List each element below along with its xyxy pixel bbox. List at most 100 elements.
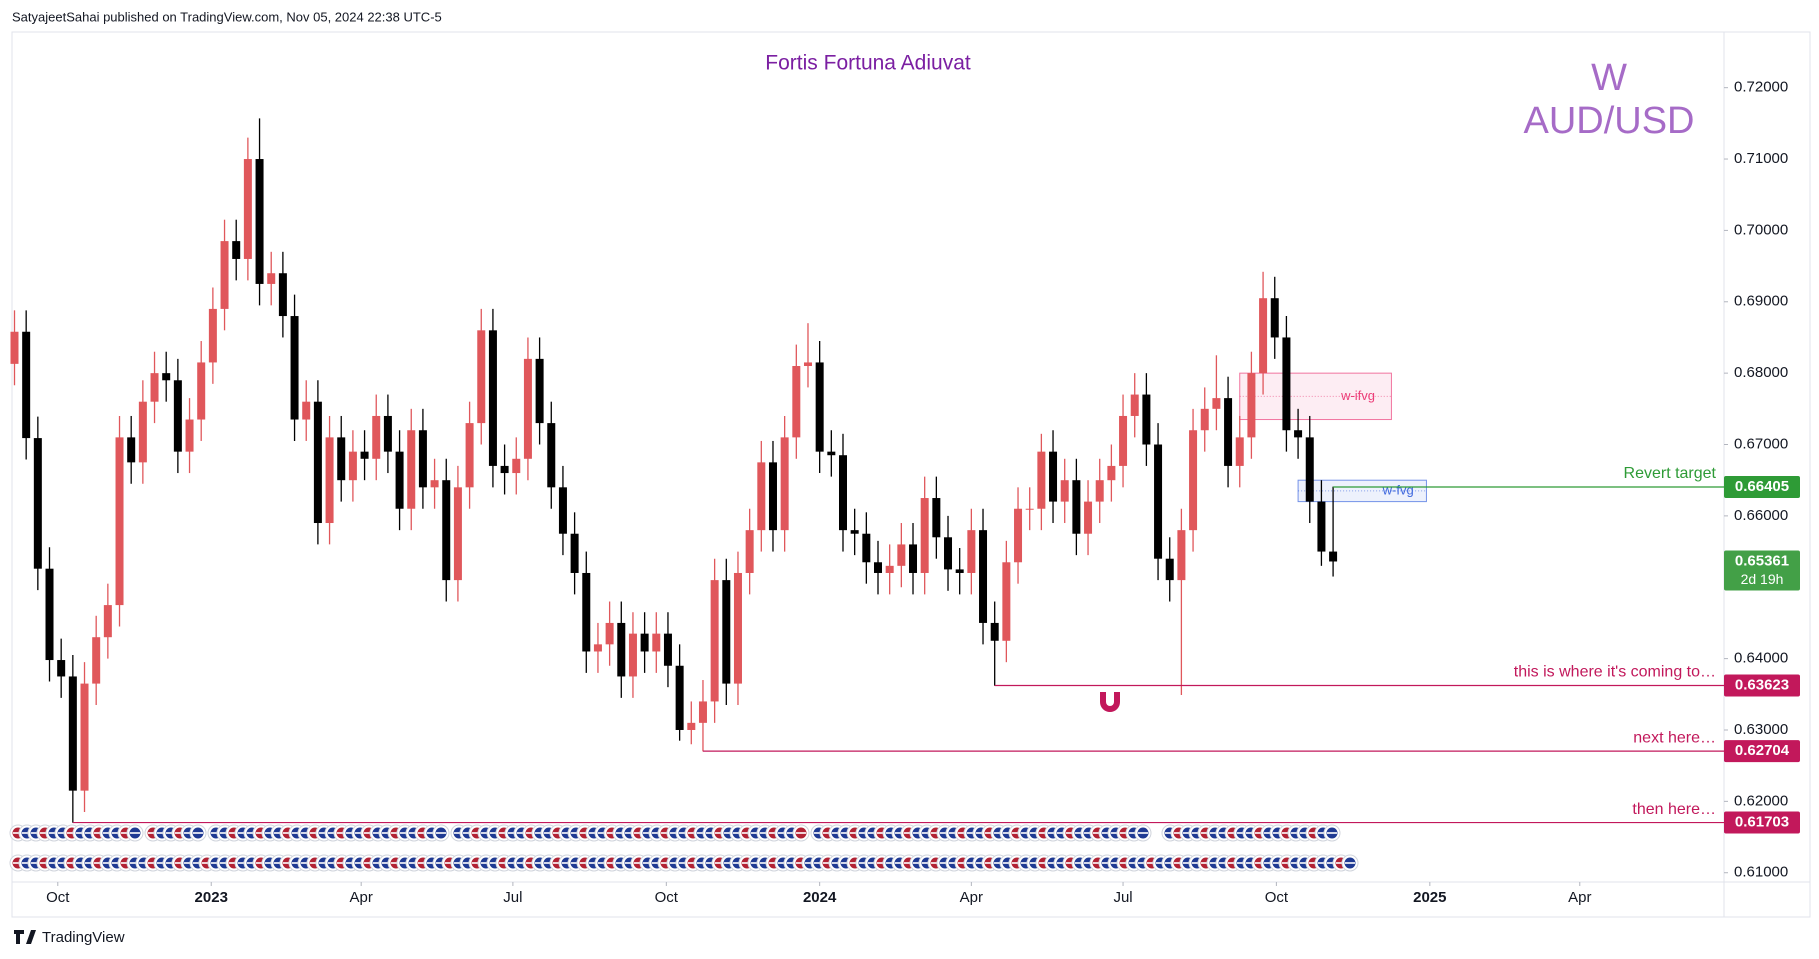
- fvg-zone: w-ifvg: [1239, 372, 1392, 421]
- candle: [57, 638, 66, 698]
- y-tick-label: 0.71000: [1734, 150, 1788, 167]
- flag-stripe: [238, 862, 248, 864]
- candle-body: [348, 451, 357, 481]
- candle: [220, 219, 229, 331]
- candle: [278, 251, 287, 338]
- flag-stripe: [292, 832, 302, 834]
- candle: [418, 408, 427, 509]
- flag-stripe: [625, 832, 635, 834]
- flag-stripe: [832, 862, 842, 864]
- flag-stripe: [1228, 862, 1238, 864]
- flag-stripe: [1084, 832, 1094, 834]
- candle: [1317, 480, 1326, 566]
- flag-stripe: [1300, 862, 1310, 864]
- flag-stripe: [958, 832, 968, 834]
- event-flag: [1323, 824, 1341, 842]
- candle: [45, 547, 54, 682]
- flag-stripe: [1183, 862, 1193, 864]
- flag-stripe: [310, 862, 320, 864]
- flag-stripe: [976, 832, 986, 834]
- candle-body: [1014, 508, 1023, 563]
- candle-body: [1282, 337, 1291, 431]
- zone-label: w-fvg: [1382, 482, 1414, 497]
- candle: [897, 523, 906, 588]
- candle: [1189, 408, 1198, 552]
- flag-stripe: [1318, 832, 1328, 834]
- candle-body: [1294, 430, 1303, 438]
- candle-body: [512, 458, 521, 474]
- flag-stripe: [40, 862, 50, 864]
- y-tick-label: 0.67000: [1734, 435, 1788, 452]
- flag-stripe: [211, 862, 221, 864]
- candle-body: [372, 415, 381, 459]
- candle: [1025, 487, 1034, 531]
- flag-stripe: [679, 832, 689, 834]
- flag-stripe: [1345, 862, 1355, 864]
- flag-stripe: [31, 862, 41, 864]
- flag-stripe: [760, 832, 770, 834]
- candle-body: [92, 637, 101, 684]
- candle-body: [442, 480, 451, 581]
- flag-stripe: [841, 862, 851, 864]
- flag-stripe: [1066, 862, 1076, 864]
- flag-stripe: [697, 862, 707, 864]
- y-tick-label: 0.62000: [1734, 792, 1788, 809]
- flag-stripe: [1102, 832, 1112, 834]
- candle: [488, 308, 497, 488]
- flag-stripe: [607, 862, 617, 864]
- flag-stripe: [571, 862, 581, 864]
- flag-stripe: [94, 832, 104, 834]
- event-flag: [432, 824, 450, 842]
- candle-body: [430, 480, 439, 488]
- flag-stripe: [571, 832, 581, 834]
- flag-stripe: [832, 832, 842, 834]
- candle-body: [383, 415, 392, 452]
- flag-stripe: [1336, 862, 1346, 864]
- candle-body: [255, 159, 264, 284]
- candle: [1200, 387, 1209, 452]
- flag-stripe: [1084, 862, 1094, 864]
- flag-stripe: [76, 862, 86, 864]
- flag-stripe: [22, 862, 32, 864]
- flag-stripe: [472, 862, 482, 864]
- flag-stripe: [652, 832, 662, 834]
- candle: [862, 512, 871, 584]
- candle-body: [1037, 451, 1046, 509]
- flag-stripe: [346, 832, 356, 834]
- candle-body: [115, 437, 124, 606]
- candle: [232, 219, 241, 281]
- candle: [792, 344, 801, 459]
- flag-stripe: [1129, 832, 1139, 834]
- candle-body: [290, 316, 299, 420]
- flag-stripe: [634, 832, 644, 834]
- flag-stripe: [1183, 832, 1193, 834]
- flag-stripe: [985, 832, 995, 834]
- flag-stripe: [1030, 832, 1040, 834]
- last-price: 0.65361: [1735, 552, 1789, 569]
- fvg-zone: w-fvg: [1297, 479, 1427, 503]
- flag-stripe: [850, 862, 860, 864]
- flag-stripe: [247, 862, 257, 864]
- flag-stripe: [274, 832, 284, 834]
- flag-stripe: [85, 832, 95, 834]
- x-tick-label: 2023: [195, 889, 228, 906]
- level-tag-text: 0.62704: [1735, 742, 1790, 759]
- flag-stripe: [130, 832, 140, 834]
- flag-stripe: [400, 862, 410, 864]
- candle-body: [955, 569, 964, 573]
- flag-stripe: [1264, 862, 1274, 864]
- candle: [407, 408, 416, 531]
- flag-stripe: [688, 832, 698, 834]
- candle-body: [558, 487, 567, 534]
- candle: [710, 558, 719, 723]
- flag-stripe: [922, 832, 932, 834]
- flag-stripe: [265, 832, 275, 834]
- flag-stripe: [1075, 862, 1085, 864]
- candle-body: [862, 533, 871, 563]
- candle-body: [173, 380, 182, 452]
- flag-stripe: [544, 862, 554, 864]
- flag-stripe: [940, 862, 950, 864]
- flag-stripe: [1300, 832, 1310, 834]
- flag-stripe: [94, 862, 104, 864]
- flag-stripe: [562, 862, 572, 864]
